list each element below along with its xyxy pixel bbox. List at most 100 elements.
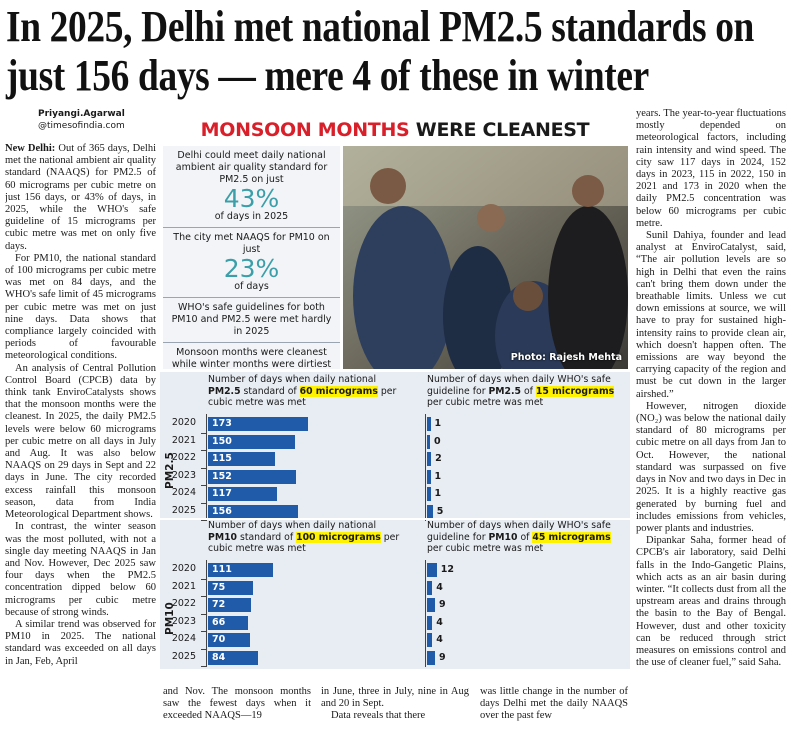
bar bbox=[427, 615, 433, 630]
author: Priyangi.Agarwal bbox=[38, 109, 125, 119]
value-label: 4 bbox=[436, 616, 443, 628]
value-label: 4 bbox=[436, 634, 443, 645]
value-label: 150 bbox=[212, 435, 232, 447]
value-label: 70 bbox=[212, 634, 226, 645]
chart-title-part: 15 micrograms bbox=[535, 385, 615, 397]
charts-panel: Number of days when daily national PM2.5… bbox=[160, 372, 630, 669]
paragraph-text: and Nov. The monsoon months saw the fewe… bbox=[163, 686, 311, 722]
banner-black: WERE CLEANEST bbox=[415, 119, 590, 141]
chart-title-part: 45 micrograms bbox=[532, 531, 611, 543]
axis-line bbox=[425, 414, 426, 521]
headline: In 2025, Delhi met national PM2.5 standa… bbox=[6, 2, 755, 100]
chart-title-part: PM10 bbox=[208, 531, 238, 543]
headline-area: In 2025, Delhi met national PM2.5 standa… bbox=[0, 0, 789, 104]
value-label: 9 bbox=[439, 651, 446, 663]
value-label: 12 bbox=[440, 564, 454, 575]
bar bbox=[208, 615, 248, 630]
year-label: 2023 bbox=[171, 469, 196, 481]
article-column: New Delhi: Out of 365 days, Delhi met th… bbox=[5, 143, 156, 725]
photo: Photo: Rajesh Mehta bbox=[343, 146, 628, 369]
year-label: 2020 bbox=[171, 417, 196, 428]
paragraph-text: Dipankar Saha, former head of CPCB's air… bbox=[636, 535, 786, 669]
bar bbox=[208, 650, 259, 665]
axis-tick bbox=[201, 613, 206, 615]
chart-title-part: PM2.5 bbox=[488, 385, 522, 397]
bar bbox=[208, 417, 308, 431]
chart-title-part: Number of days when daily WHO's safe gui… bbox=[427, 374, 611, 397]
chart-title-part: standard of bbox=[237, 531, 297, 543]
value-label: 0 bbox=[434, 435, 441, 447]
article-column: in June, three in July, nine in Aug and … bbox=[321, 686, 469, 724]
year-label: 2025 bbox=[171, 650, 196, 662]
year-label: 2022 bbox=[171, 598, 196, 609]
axis-tick bbox=[201, 520, 206, 521]
paragraph: Dipankar Saha, former head of CPCB's air… bbox=[636, 535, 786, 669]
value-label: 173 bbox=[212, 418, 232, 429]
bar bbox=[427, 417, 431, 431]
paragraph-text: A similar trend was observed for PM10 in… bbox=[5, 618, 156, 667]
paragraph-text: Out of 365 days, Delhi met the national … bbox=[5, 143, 156, 252]
bar bbox=[427, 633, 433, 647]
value-label: 4 bbox=[436, 581, 443, 593]
fact-text: WHO's safe guidelines for both PM10 and … bbox=[171, 302, 332, 337]
bar bbox=[427, 452, 432, 466]
chart-title-part: Number of days when daily national bbox=[208, 520, 377, 531]
value-label: 1 bbox=[434, 418, 442, 429]
fact: The city met NAAQS for PM10 on just 23% of… bbox=[163, 228, 340, 298]
chart-title-part: per cubic metre was met bbox=[427, 543, 544, 554]
paragraph: For PM10, the national standard of 100 m… bbox=[5, 253, 156, 363]
year-label: 2021 bbox=[171, 580, 196, 592]
paragraph: Data reveals that there bbox=[321, 710, 469, 722]
chart-title-part: PM2.5 bbox=[208, 385, 241, 397]
paragraph-text: was little change in the number of days … bbox=[480, 686, 628, 722]
fact-unit: of days bbox=[234, 281, 269, 292]
paragraph-text: in June, three in July, nine in Aug and … bbox=[321, 686, 469, 710]
axis-line bbox=[206, 414, 207, 521]
fact-stat: 23% bbox=[223, 254, 280, 283]
fact: Delhi could meet daily national ambient … bbox=[163, 146, 340, 228]
fact-stat: 43% bbox=[223, 184, 280, 213]
paragraph: A similar trend was observed for PM10 in… bbox=[5, 619, 156, 668]
bar bbox=[427, 580, 433, 595]
bar bbox=[208, 487, 277, 501]
chart-title-part: PM10 bbox=[488, 531, 518, 543]
value-label: 1 bbox=[434, 470, 442, 482]
article-column: was little change in the number of days … bbox=[480, 686, 628, 724]
chart-title-part: per cubic metre was met bbox=[427, 397, 544, 408]
axis-line bbox=[206, 560, 207, 667]
bar bbox=[427, 434, 430, 449]
paragraph: An analysis of Central Pollution Control… bbox=[5, 363, 156, 522]
photo-credit: Photo: Rajesh Mehta bbox=[510, 352, 622, 363]
fact: WHO's safe guidelines for both PM10 and … bbox=[163, 298, 340, 343]
bar bbox=[208, 598, 252, 612]
dateline: New Delhi: bbox=[5, 143, 56, 154]
fact-text: Monsoon months were cleanest while winte… bbox=[171, 347, 332, 370]
chart-title: Number of days when daily WHO's safe gui… bbox=[427, 374, 627, 409]
chart-title-part: Number of days when daily WHO's safe gui… bbox=[427, 520, 611, 543]
fact-unit: of days in 2025 bbox=[214, 211, 289, 222]
bar bbox=[427, 598, 436, 612]
axis-tick bbox=[201, 432, 206, 434]
value-label: 111 bbox=[212, 564, 232, 575]
bar bbox=[208, 434, 295, 449]
axis-tick bbox=[201, 648, 206, 650]
paragraph-text: For PM10, the national standard of 100 m… bbox=[5, 252, 156, 362]
fact-text: The city met NAAQS for PM10 on just bbox=[173, 232, 330, 255]
paragraph: was little change in the number of days … bbox=[480, 686, 628, 723]
value-label: 9 bbox=[439, 599, 446, 610]
paragraph: Sunil Dahiya, founder and lead analyst a… bbox=[636, 230, 786, 401]
article-column: years. The year-to-year fluctuations mos… bbox=[636, 108, 786, 724]
bar bbox=[208, 633, 251, 647]
photo-image bbox=[343, 146, 628, 369]
value-label: 152 bbox=[212, 470, 232, 482]
byline: Priyangi.Agarwal @timesofindia.com bbox=[38, 108, 125, 132]
value-label: 66 bbox=[212, 616, 226, 628]
axis-tick bbox=[201, 502, 206, 504]
paragraph: New Delhi: Out of 365 days, Delhi met th… bbox=[5, 143, 156, 253]
axis-tick bbox=[201, 485, 206, 486]
fact: Monsoon months were cleanest while winte… bbox=[163, 343, 340, 375]
axis-tick bbox=[201, 578, 206, 580]
value-label: 2 bbox=[435, 453, 442, 464]
bar bbox=[208, 469, 297, 484]
year-label: 2025 bbox=[171, 504, 196, 516]
